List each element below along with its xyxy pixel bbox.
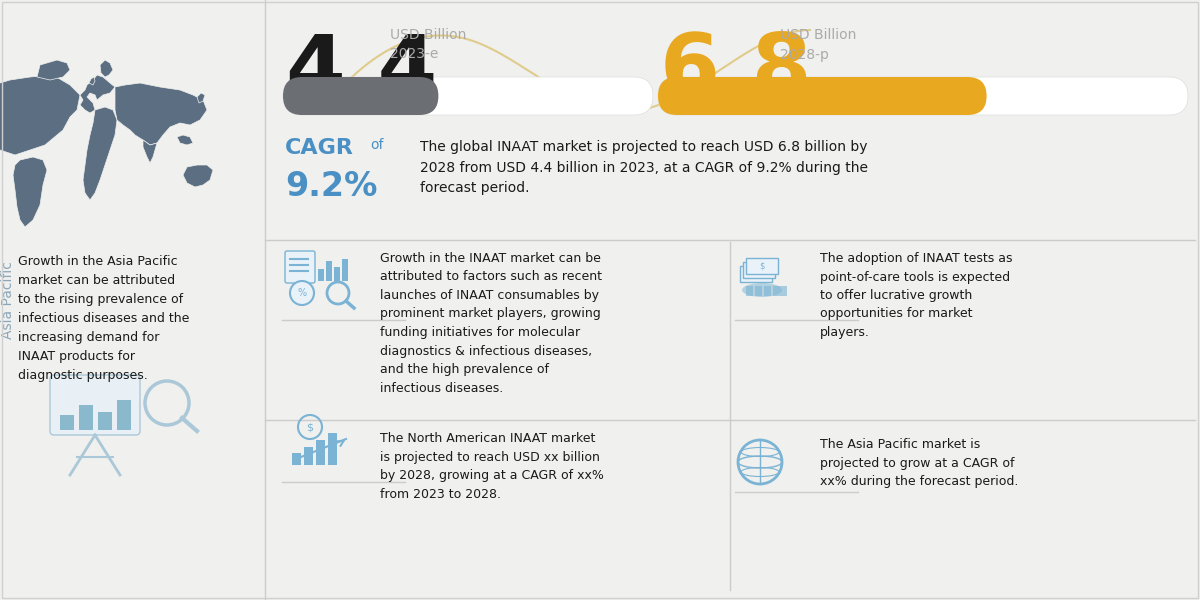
Polygon shape [13, 157, 47, 227]
FancyBboxPatch shape [50, 375, 140, 435]
Bar [743, 262, 775, 278]
Text: The global INAAT market is projected to reach USD 6.8 billion by
2028 from USD 4: The global INAAT market is projected to … [420, 140, 868, 195]
Circle shape [290, 281, 314, 305]
Bar [304, 447, 313, 465]
Polygon shape [80, 75, 115, 113]
Bar [318, 269, 324, 281]
Polygon shape [115, 83, 208, 145]
Text: $: $ [760, 262, 764, 271]
Bar [773, 286, 780, 296]
Bar [328, 433, 337, 465]
Bar [334, 267, 340, 281]
Bar [79, 405, 94, 430]
Text: 6.8: 6.8 [660, 30, 812, 113]
Polygon shape [182, 165, 214, 187]
Polygon shape [89, 77, 95, 85]
Bar [780, 286, 787, 296]
Text: 4.4: 4.4 [286, 30, 437, 113]
Polygon shape [0, 75, 80, 155]
Text: The adoption of INAAT tests as
point-of-care tools is expected
to offer lucrativ: The adoption of INAAT tests as point-of-… [820, 252, 1013, 339]
Bar [746, 258, 778, 274]
Text: $: $ [306, 422, 313, 432]
Text: USD Billion
2023-e: USD Billion 2023-e [390, 28, 467, 61]
Ellipse shape [742, 283, 782, 297]
Bar [764, 286, 772, 296]
Bar [755, 286, 762, 296]
Polygon shape [37, 60, 70, 80]
Text: Growth in the Asia Pacific
market can be attributed
to the rising prevalence of
: Growth in the Asia Pacific market can be… [18, 255, 190, 382]
Text: Asia Pacific: Asia Pacific [1, 261, 16, 339]
Bar [60, 415, 74, 430]
Polygon shape [178, 135, 193, 145]
Bar [292, 453, 301, 465]
Bar [740, 266, 772, 282]
Text: The Asia Pacific market is
projected to grow at a CAGR of
xx% during the forecas: The Asia Pacific market is projected to … [820, 438, 1019, 488]
Polygon shape [100, 60, 113, 77]
FancyBboxPatch shape [286, 251, 314, 283]
Text: of: of [370, 138, 384, 152]
FancyBboxPatch shape [658, 77, 1188, 115]
Text: $: $ [756, 265, 762, 275]
Bar [98, 412, 112, 430]
Bar [118, 400, 131, 430]
Bar [326, 261, 332, 281]
FancyBboxPatch shape [658, 77, 986, 115]
Text: USD Billion
2028-p: USD Billion 2028-p [780, 28, 857, 61]
Text: 9.2%: 9.2% [286, 170, 377, 203]
Text: The North American INAAT market
is projected to reach USD xx billion
by 2028, gr: The North American INAAT market is proje… [380, 432, 604, 500]
Polygon shape [83, 107, 118, 200]
Text: Growth in the INAAT market can be
attributed to factors such as recent
launches : Growth in the INAAT market can be attrib… [380, 252, 602, 395]
Bar [316, 440, 325, 465]
FancyBboxPatch shape [283, 77, 653, 115]
Text: %: % [298, 288, 306, 298]
Bar [342, 259, 348, 281]
Text: CAGR: CAGR [286, 138, 354, 158]
Polygon shape [197, 93, 205, 103]
FancyBboxPatch shape [283, 77, 438, 115]
Bar [746, 286, 754, 296]
Text: $: $ [754, 269, 758, 278]
Polygon shape [143, 140, 157, 163]
